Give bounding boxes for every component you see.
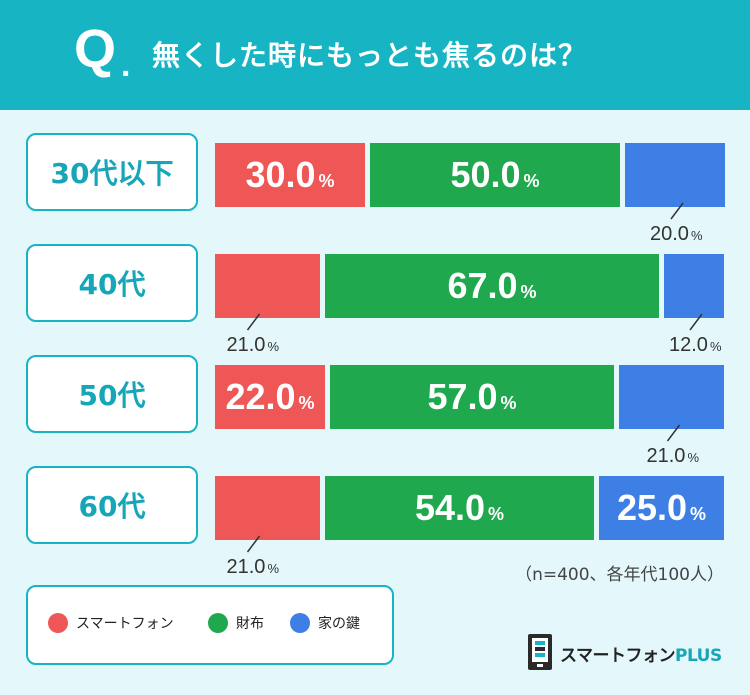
chart-title: 無くした時にもっとも焦るのは？ xyxy=(152,39,588,72)
bar-row-50s: 22.0% 57.0% xyxy=(215,365,724,429)
bar-segment-wallet: 54.0% xyxy=(325,476,594,540)
external-data-label: 21.0% xyxy=(227,556,280,579)
data-label-unit: % xyxy=(520,281,537,302)
data-label-unit: % xyxy=(500,392,517,413)
data-label-unit: % xyxy=(298,392,315,413)
data-label-value: 21.0 xyxy=(226,556,266,578)
logo-icon xyxy=(528,634,552,670)
bar-segment-house-key xyxy=(664,254,724,318)
category-label-50s: 50代 xyxy=(26,355,198,433)
data-label-unit: % xyxy=(318,170,335,191)
data-label-value: 54.0 xyxy=(414,487,486,528)
external-data-label: 20.0% xyxy=(650,223,703,246)
bar-row-30s-and-under: 30.0% 50.0% xyxy=(215,143,725,207)
legend-label-house-key: 家の鍵 xyxy=(318,616,360,632)
question-mark-dot: . xyxy=(121,46,131,84)
bar-segment-wallet: 67.0% xyxy=(325,254,659,318)
data-label-unit: % xyxy=(709,339,722,354)
data-label-value: 50.0 xyxy=(450,154,521,195)
legend-dot-smartphone xyxy=(48,613,68,633)
external-data-label: 21.0% xyxy=(227,334,280,357)
legend-dot-wallet xyxy=(208,613,228,633)
legend-item-smartphone: スマートフォン xyxy=(48,613,174,633)
data-label-unit: % xyxy=(690,228,703,243)
bar-row-40s: 67.0% xyxy=(215,254,724,318)
data-label-unit: % xyxy=(523,170,540,191)
legend-dot-house-key xyxy=(290,613,310,633)
bar-segment-house-key xyxy=(619,365,724,429)
bar-row-60s: 54.0% 25.0% xyxy=(215,476,724,540)
legend-label-smartphone: スマートフォン xyxy=(76,616,174,632)
data-label-value: 22.0 xyxy=(225,376,296,417)
legend-label-wallet: 財布 xyxy=(236,616,264,632)
data-label-value: 57.0 xyxy=(427,376,498,417)
site-logo: スマートフォンPLUS xyxy=(526,633,726,673)
legend-item-house-key: 家の鍵 xyxy=(290,613,360,633)
question-mark-q: Q xyxy=(74,19,117,79)
header-banner: Q . 無くした時にもっとも焦るのは？ xyxy=(0,0,750,110)
bar-segment-house-key xyxy=(625,143,725,207)
legend-item-wallet: 財布 xyxy=(208,613,264,633)
category-label-40s: 40代 xyxy=(26,244,198,322)
data-label-value: 20.0 xyxy=(650,223,689,245)
data-label-value: 12.0 xyxy=(669,334,708,356)
data-label-value: 67.0 xyxy=(447,265,518,306)
data-label-unit: % xyxy=(267,339,279,354)
bar-segment-house-key: 25.0% xyxy=(599,476,724,540)
data-label-value: 21.0 xyxy=(646,445,686,467)
data-label-value: 21.0 xyxy=(226,334,266,356)
data-label-unit: % xyxy=(488,503,505,524)
bar-segment-wallet: 57.0% xyxy=(330,365,614,429)
sample-note: （n=400、各年代100人） xyxy=(515,565,724,585)
bar-segment-smartphone: 30.0% xyxy=(215,143,365,207)
data-label-value: 25.0 xyxy=(616,487,688,528)
data-label-unit: % xyxy=(687,450,699,465)
external-data-label: 21.0% xyxy=(647,445,700,468)
bar-segment-smartphone: 22.0% xyxy=(215,365,325,429)
logo-text: スマートフォンPLUS xyxy=(560,646,722,666)
bar-segment-smartphone xyxy=(215,476,320,540)
external-data-label: 12.0% xyxy=(669,334,722,357)
data-label-value: 30.0 xyxy=(245,154,316,195)
bar-segment-wallet: 50.0% xyxy=(370,143,620,207)
legend: スマートフォン 財布 家の鍵 xyxy=(26,585,394,665)
category-label-60s: 60代 xyxy=(26,466,198,544)
data-label-unit: % xyxy=(267,561,279,576)
data-label-unit: % xyxy=(690,503,707,524)
category-label-30s-and-under: 30代以下 xyxy=(26,133,198,211)
bar-segment-smartphone xyxy=(215,254,320,318)
